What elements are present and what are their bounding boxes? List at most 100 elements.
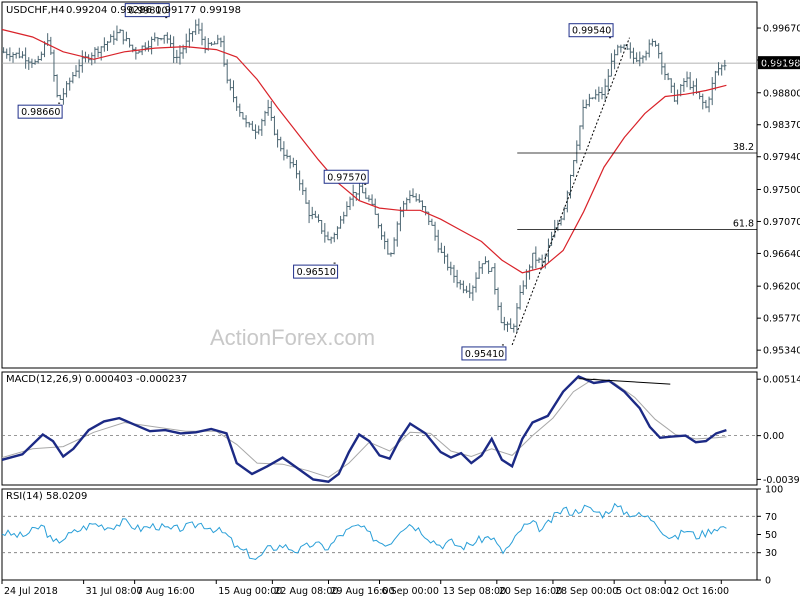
price-bar [487, 260, 491, 274]
price-bar [316, 214, 321, 223]
price-bar [458, 279, 462, 290]
price-bar [411, 188, 415, 198]
price-bar [96, 46, 100, 58]
price-axis-tick-label: 0.97500 [763, 185, 800, 196]
price-bar [367, 195, 371, 202]
time-axis-tick-label: 31 Jul 08:00 [86, 586, 143, 597]
fib-level-label: 38.2 [733, 142, 754, 153]
price-bar [134, 46, 138, 60]
price-axis-tick-label: 0.98800 [763, 88, 800, 99]
price-bar [490, 267, 494, 272]
price-bar [527, 264, 532, 280]
price-bar [231, 80, 236, 103]
price-bar [115, 25, 119, 42]
price-axis-tick-label: 0.95340 [763, 346, 800, 357]
price-bar [379, 223, 384, 240]
level-callout-label: 0.97570 [327, 172, 366, 183]
price-bar [168, 34, 173, 48]
price-bar [222, 35, 226, 67]
price-bar [417, 194, 421, 203]
price-bar [342, 211, 346, 224]
price-bar [720, 64, 724, 76]
price-bar [5, 48, 9, 59]
price-bar [150, 36, 154, 55]
price-bar [518, 285, 522, 310]
price-bar [442, 245, 447, 264]
price-bar [102, 37, 106, 52]
price-bar [713, 70, 717, 91]
rsi-axis-tick-label: 70 [765, 512, 777, 523]
price-bar [590, 97, 595, 100]
price-bar [395, 221, 399, 247]
macd-signal-line [1, 378, 727, 478]
time-axis-tick-label: 22 Aug 08:00 [274, 586, 338, 597]
price-bar [162, 34, 166, 44]
price-bar [39, 51, 43, 61]
current-price-label: 0.99198 [761, 59, 800, 70]
price-bar [301, 179, 305, 195]
price-bar [285, 149, 289, 159]
price-bar [313, 210, 317, 218]
price-bar [8, 47, 12, 62]
price-bar [137, 50, 141, 54]
price-bar [294, 159, 299, 179]
level-callout-label: 0.99540 [572, 26, 611, 37]
price-bar [80, 50, 84, 73]
price-bar [433, 221, 437, 241]
price-bar [266, 99, 270, 116]
price-bar [184, 33, 188, 54]
price-bar [20, 51, 25, 59]
fib-level-label: 61.8 [733, 219, 754, 230]
macd-axis-tick-label: 0.00 [763, 431, 784, 442]
price-bar [159, 38, 163, 41]
price-bar [143, 42, 147, 52]
price-bar [477, 260, 481, 279]
price-bar [631, 47, 636, 64]
price-bar [27, 57, 31, 70]
price-bar [414, 193, 418, 202]
price-bar [348, 196, 352, 211]
price-axis-tick-label: 0.96200 [763, 282, 800, 293]
price-bar [389, 252, 393, 257]
price-bar [653, 40, 658, 47]
price-bar [33, 59, 37, 65]
price-bar [471, 285, 475, 301]
price-bar [392, 237, 396, 255]
price-bar [304, 187, 308, 204]
price-bar [74, 65, 78, 77]
price-bar [156, 37, 160, 46]
price-bar [263, 110, 267, 126]
price-bar [178, 45, 182, 65]
price-bar [197, 18, 201, 35]
price-bar [597, 86, 601, 102]
price-axis-tick-label: 0.97070 [763, 217, 800, 228]
level-callout-box [293, 264, 339, 279]
price-bar [635, 52, 639, 63]
price-bar [307, 200, 311, 224]
price-axis-tick-label: 0.98370 [763, 120, 800, 131]
price-bar [628, 42, 632, 59]
price-bar [701, 93, 705, 110]
price-bar [468, 283, 472, 299]
price-bar [688, 72, 692, 90]
price-bar [572, 160, 576, 177]
price-bar [329, 236, 333, 244]
price-bar [93, 47, 97, 64]
price-bar [335, 226, 340, 240]
price-bar [584, 99, 588, 109]
level-callout-label: 0.99810 [128, 6, 167, 17]
price-bar [509, 318, 513, 329]
current-price-tag [758, 56, 800, 70]
main-chart-ohlc: 0.99204 0.99286 0.99177 0.99198 [66, 5, 241, 16]
price-bar [345, 201, 349, 217]
price-bar [235, 96, 239, 111]
price-bar [153, 32, 157, 42]
price-bar [401, 200, 406, 218]
macd-line [1, 374, 727, 483]
price-bar [376, 213, 380, 229]
trend-line [511, 37, 630, 346]
price-bar [616, 44, 620, 56]
price-bar [612, 49, 617, 70]
price-bar [405, 197, 409, 211]
